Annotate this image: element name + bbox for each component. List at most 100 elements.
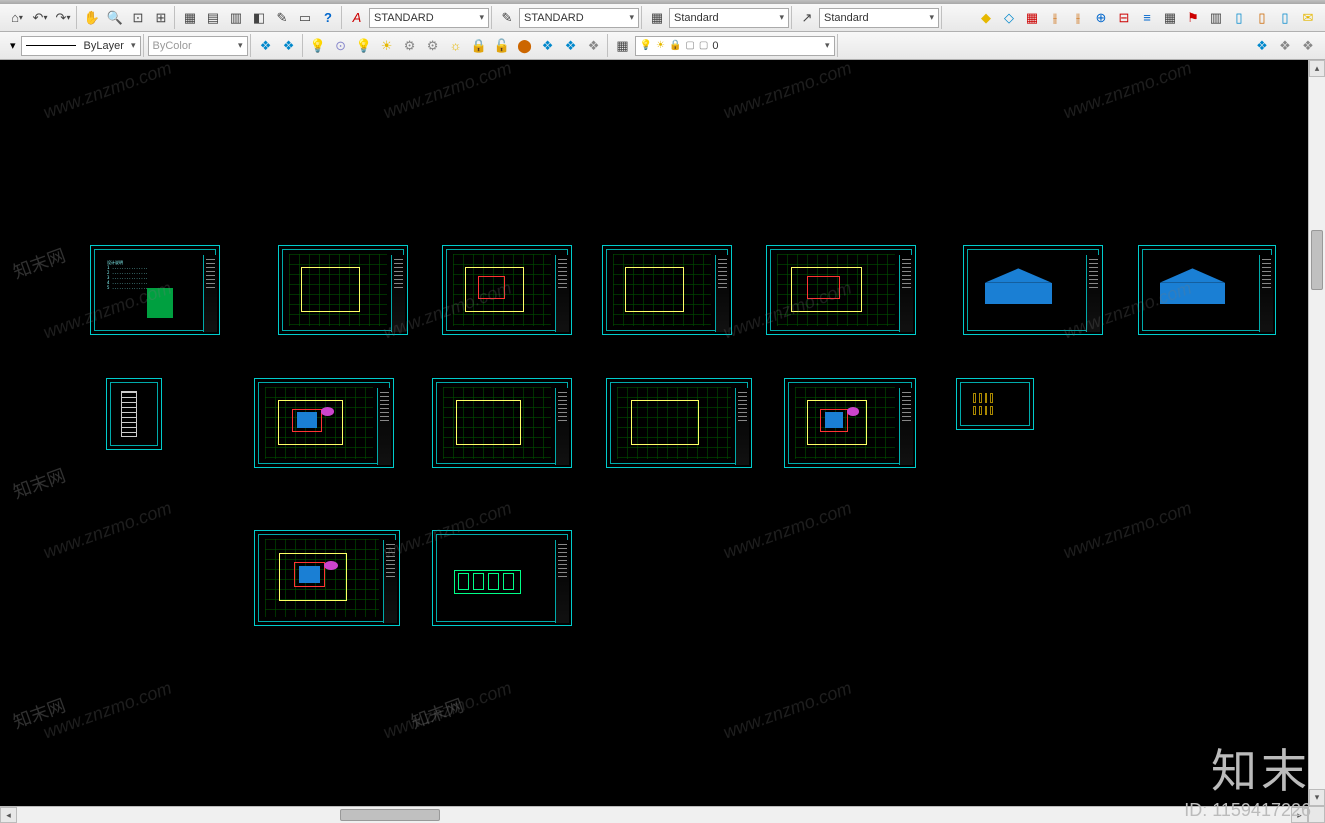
pan-button[interactable]: ✋: [81, 7, 103, 29]
drawing-sheet[interactable]: [278, 245, 408, 335]
drawing-sheet[interactable]: [254, 378, 394, 468]
linetype-dropdown[interactable]: ByLayer ▾: [21, 36, 141, 56]
redo-button[interactable]: ↷▾: [52, 7, 74, 29]
flag-icon[interactable]: ⚑: [1182, 7, 1204, 29]
equal-icon[interactable]: ≡: [1136, 7, 1158, 29]
layer-state-dropdown[interactable]: 💡 ☀ 🔒 ▢ ▢ 0 ▾: [635, 36, 835, 56]
gear-icon[interactable]: ⚙: [399, 35, 421, 57]
drawing-sheet[interactable]: [432, 378, 572, 468]
drawing-sheet[interactable]: [106, 378, 162, 450]
sheet-button[interactable]: ▤: [202, 7, 224, 29]
bulb-icon: 💡: [640, 40, 652, 51]
sun2-icon[interactable]: ☼: [445, 35, 467, 57]
home-button[interactable]: ⌂▾: [6, 7, 28, 29]
drawing-sheet[interactable]: [606, 378, 752, 468]
dim-style-dropdown[interactable]: STANDARD ▾: [519, 8, 639, 28]
drawing-sheet[interactable]: [254, 530, 400, 626]
bulb2-icon[interactable]: ⊙: [330, 35, 352, 57]
center-icon[interactable]: ⊕: [1090, 7, 1112, 29]
scroll-down-button[interactable]: ▾: [1309, 789, 1325, 806]
text-style-dropdown[interactable]: STANDARD ▾: [369, 8, 489, 28]
dim-style-icon[interactable]: ✎: [496, 7, 518, 29]
scroll-up-button[interactable]: ▴: [1309, 60, 1325, 77]
scroll-left-button[interactable]: ◂: [0, 807, 17, 823]
properties-button[interactable]: ▦: [179, 7, 201, 29]
undo-button[interactable]: ↶▾: [29, 7, 51, 29]
stack-a-icon[interactable]: ❖: [1251, 35, 1273, 57]
calc-button[interactable]: ▭: [294, 7, 316, 29]
drawing-sheet[interactable]: [963, 245, 1103, 335]
tool-palette-button[interactable]: ▥: [225, 7, 247, 29]
drawing-sheet[interactable]: [956, 378, 1034, 430]
design-center-button[interactable]: ◧: [248, 7, 270, 29]
right-tools-2: ❖ ❖ ❖: [1249, 34, 1321, 57]
text-style-icon[interactable]: A: [346, 7, 368, 29]
vertical-scrollbar[interactable]: ▴ ▾: [1308, 60, 1325, 806]
drawing-sheet[interactable]: [1138, 245, 1276, 335]
table-tool-icon[interactable]: ▦: [1159, 7, 1181, 29]
url-watermark: www.znzmo.com: [720, 60, 854, 123]
paint-icon[interactable]: ⬤: [514, 35, 536, 57]
scroll-thumb-v[interactable]: [1311, 230, 1323, 290]
layer-stack2-icon[interactable]: ❖: [278, 35, 300, 57]
mleader-icon[interactable]: ↗: [796, 7, 818, 29]
stack-b-icon[interactable]: ❖: [1274, 35, 1296, 57]
mleader-style-dropdown[interactable]: Standard ▾: [819, 8, 939, 28]
sun-icon[interactable]: ☀: [376, 35, 398, 57]
bulb3-icon[interactable]: 💡: [353, 35, 375, 57]
layers4-icon[interactable]: ❖: [560, 35, 582, 57]
layer-states-icon[interactable]: ◇: [998, 7, 1020, 29]
mail-icon[interactable]: ✉: [1297, 7, 1319, 29]
drawing-sheet[interactable]: [766, 245, 916, 335]
chevron-down-icon: ▾: [479, 12, 484, 23]
help-button[interactable]: ?: [317, 7, 339, 29]
logo-watermark: 知末网: [9, 692, 69, 735]
layer-props-icon[interactable]: ▦: [612, 35, 634, 57]
mleader-style-group: ↗ Standard ▾: [794, 6, 942, 29]
horizontal-scrollbar[interactable]: ◂ ▸: [0, 806, 1308, 823]
color-dropdown[interactable]: ByColor ▾: [148, 36, 248, 56]
table-style-icon[interactable]: ▦: [646, 7, 668, 29]
table-style-dropdown[interactable]: Standard ▾: [669, 8, 789, 28]
col-icon[interactable]: ▯: [1228, 7, 1250, 29]
align-icon[interactable]: ⫲: [1044, 7, 1066, 29]
layer-filter-icon[interactable]: ◆: [975, 7, 997, 29]
stack-c-icon[interactable]: ❖: [1297, 35, 1319, 57]
drawing-sheet[interactable]: [784, 378, 916, 468]
layer-stack-icon[interactable]: ❖: [255, 35, 277, 57]
drawing-sheet[interactable]: [432, 530, 572, 626]
layer-icons-group: ❖ ❖: [253, 34, 303, 57]
unlock-icon[interactable]: 🔓: [491, 35, 513, 57]
sun-icon: ☀: [656, 40, 665, 51]
url-watermark: www.znzmo.com: [40, 60, 174, 123]
drawing-sheet[interactable]: [602, 245, 732, 335]
toolbar-row-2: ▾ ByLayer ▾ ByColor ▾ ❖ ❖ 💡 ⊙ 💡 ☀ ⚙ ⚙ ☼ …: [0, 32, 1325, 60]
drawing-canvas[interactable]: ▴ ▾ ◂ ▸ 知末 ID: 1159417226 设计说明 1 .......…: [0, 60, 1325, 823]
dash-icon[interactable]: ⊟: [1113, 7, 1135, 29]
zoom-window-button[interactable]: ⊡: [127, 7, 149, 29]
square2-icon: ▢: [699, 40, 708, 51]
col3-icon[interactable]: ▯: [1274, 7, 1296, 29]
zoom-button[interactable]: 🔍: [104, 7, 126, 29]
drawing-sheet[interactable]: [442, 245, 572, 335]
linetype-value: ByLayer: [84, 40, 124, 52]
zoom-extents-button[interactable]: ⊞: [150, 7, 172, 29]
bulb1-icon[interactable]: 💡: [307, 35, 329, 57]
dim-style-group: ✎ STANDARD ▾: [494, 6, 642, 29]
url-watermark: www.znzmo.com: [1060, 498, 1194, 564]
brand-watermark: 知末: [1211, 735, 1311, 801]
markup-button[interactable]: ✎: [271, 7, 293, 29]
layer-state-value: 0: [712, 40, 718, 52]
chevron-down-icon: ▾: [6, 39, 20, 52]
align2-icon[interactable]: ⫲: [1067, 7, 1089, 29]
sheet2-icon[interactable]: ▥: [1205, 7, 1227, 29]
layers3-icon[interactable]: ❖: [537, 35, 559, 57]
col2-icon[interactable]: ▯: [1251, 7, 1273, 29]
gear2-icon[interactable]: ⚙: [422, 35, 444, 57]
grid-red-icon[interactable]: ▦: [1021, 7, 1043, 29]
url-watermark: www.znzmo.com: [720, 678, 854, 744]
scroll-thumb-h[interactable]: [340, 809, 440, 821]
lock-icon[interactable]: 🔒: [468, 35, 490, 57]
drawing-sheet[interactable]: 设计说明 1 ............... 2 ...............…: [90, 245, 220, 335]
layers5-icon[interactable]: ❖: [583, 35, 605, 57]
